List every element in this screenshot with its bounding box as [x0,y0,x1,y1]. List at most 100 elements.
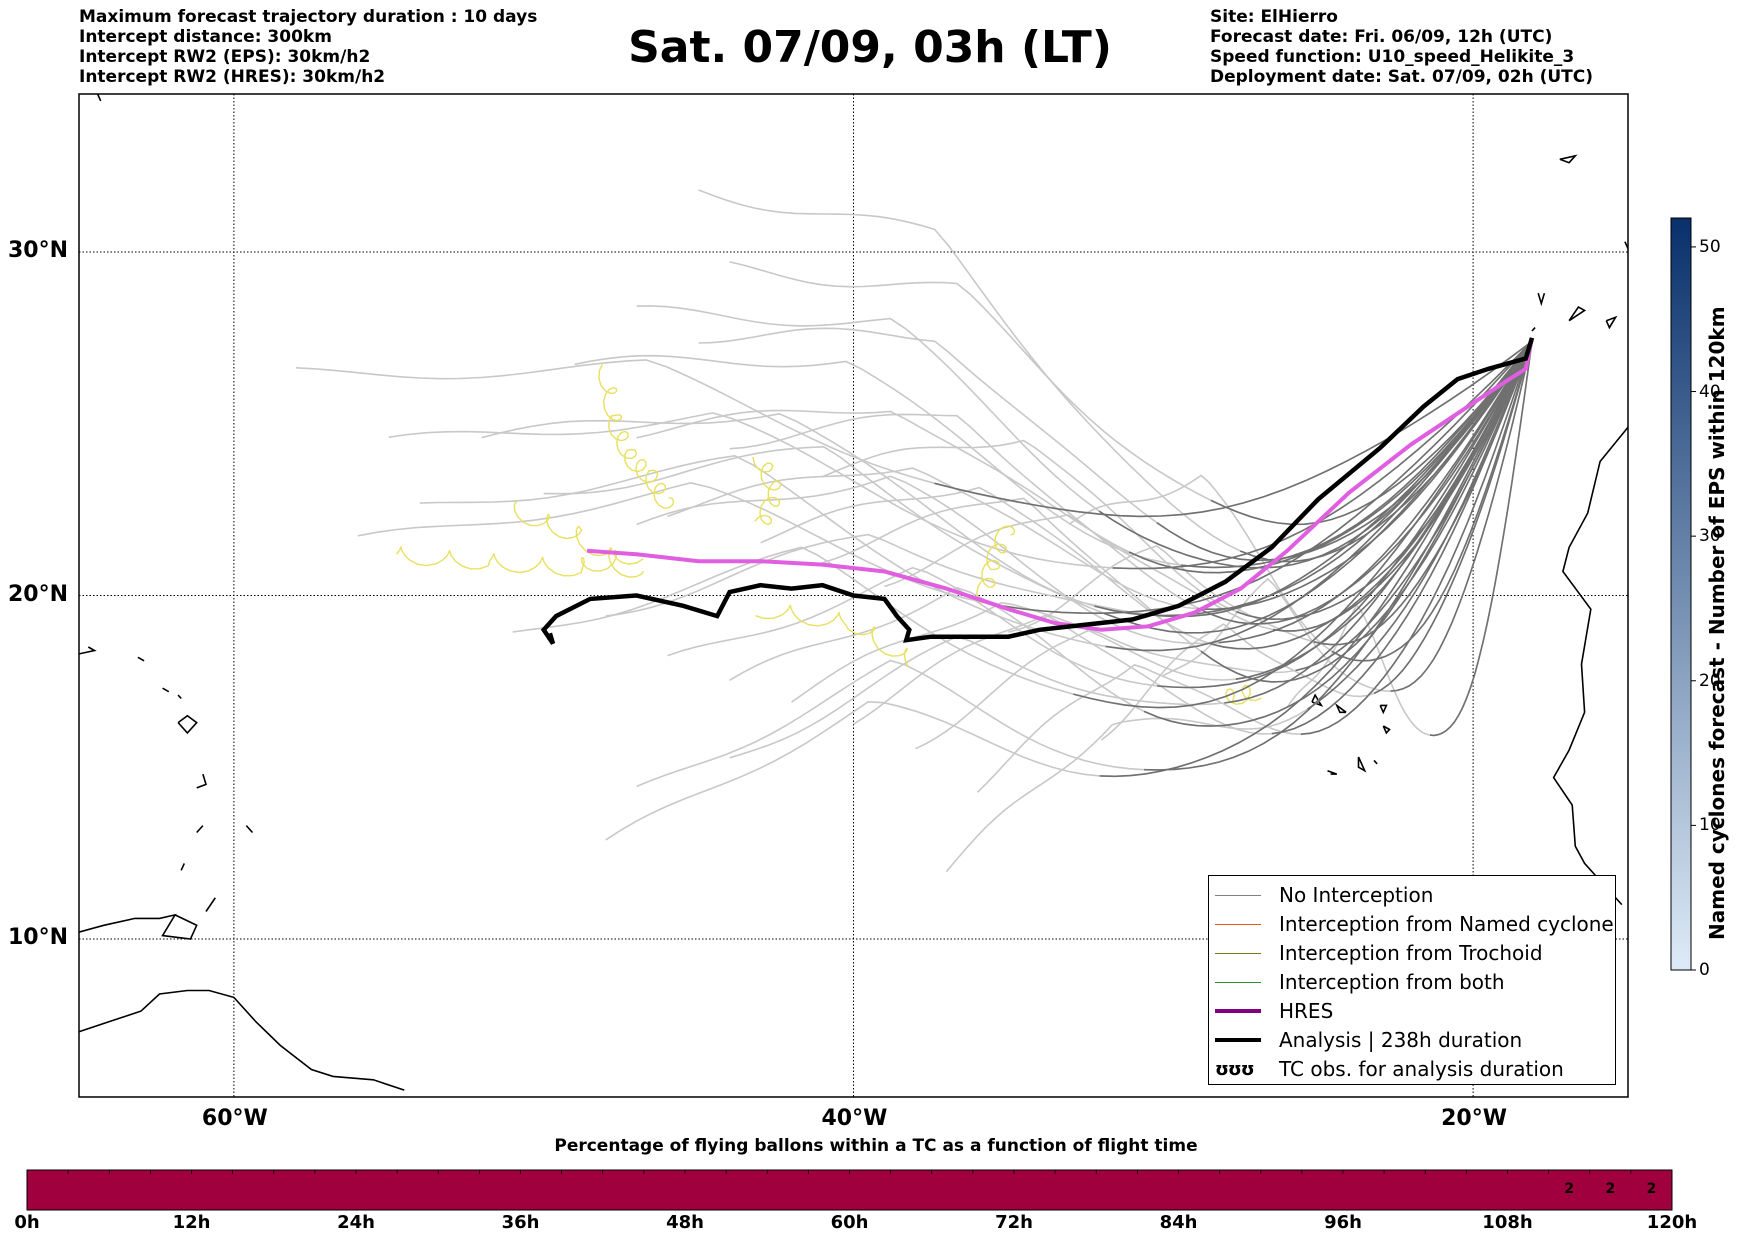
flight-time-label: 0h [14,1212,40,1233]
flight-time-label: 72h [995,1212,1033,1233]
eps-track-dark [1103,340,1533,634]
eps-track-dark [1156,340,1533,562]
legend-swatch [1215,894,1261,896]
eps-track-light [574,340,1533,569]
coastline [79,646,97,655]
analysis-track [540,337,1535,645]
coastline [96,94,102,102]
legend-swatch [1215,1038,1261,1042]
eps-track-dark [1143,340,1533,771]
legend-item-no-interception: No Interception [1215,881,1433,909]
eps-track-light [884,340,1533,632]
coastline [180,863,186,871]
hres-track [586,337,1534,632]
flight-time-cell-value: 2 [1605,1181,1616,1197]
coastline [137,656,145,662]
coastline [1568,305,1587,322]
eps-track-dark [1099,340,1533,778]
legend-item-both: Interception from both [1215,968,1505,996]
coastline [1537,292,1546,307]
legend-swatch [1215,1009,1261,1013]
flight-time-label: 120h [1646,1212,1698,1233]
legend-item-named-cyclone: Interception from Named cyclone [1215,910,1614,938]
legend-item-hres: HRES [1215,997,1333,1025]
coastline [177,714,198,735]
eps-track-dark [1272,340,1533,632]
colorbar-tick-label: 40 [1699,381,1721,402]
legend-label: Analysis | 238h duration [1279,1028,1523,1052]
trochoid-track [395,545,644,577]
eps-track-dark [1307,341,1533,710]
longitude-label: 40°W [821,1106,888,1131]
legend-swatch [1215,981,1261,983]
coastline [196,825,204,834]
flight-time-bar-title: Percentage of flying ballons within a TC… [554,1136,1198,1156]
eps-track-light [357,340,1533,615]
eps-track-dark [1429,341,1533,737]
eps-track-dark [1373,341,1533,695]
eps-track-light [295,340,1533,518]
trochoid-tracks [395,364,1262,705]
forecast-date-text: Forecast date: Fri. 06/09, 12h (UTC) [1210,27,1553,47]
flight-time-bar [26,1169,1673,1211]
trochoid-track [976,525,1016,605]
legend-label: TC obs. for analysis duration [1279,1057,1564,1081]
eps-track-light [822,340,1533,621]
map-frame [78,93,1629,1098]
coastline [1327,769,1338,775]
eps-tracks-dark [934,340,1533,778]
coastline [1605,315,1618,330]
hres-line [586,337,1534,632]
colorbar-tick-label: 20 [1699,670,1721,691]
eps-track-dark [1128,340,1533,574]
coastline [79,913,198,940]
analysis-line [540,337,1535,645]
latitude-label: 30°N [8,238,69,263]
longitude-label: 20°W [1441,1106,1507,1131]
coastline [1552,426,1628,906]
trochoid-track [752,456,782,526]
eps-track-dark [1200,340,1533,683]
trochoid-track [513,501,645,578]
coastline [205,897,216,912]
coastline [1559,154,1578,164]
trochoid-track [598,364,675,509]
legend: No Interception Interception from Named … [1208,875,1616,1085]
eps-track-light [419,340,1533,652]
colorbar-ticks [1691,246,1696,971]
eps-track-dark [1236,340,1533,621]
legend-label: HRES [1279,999,1334,1023]
eps-track-dark [1003,340,1533,615]
coastline [79,989,405,1091]
eps-track-light [729,261,1533,526]
intercept-eps-text: Intercept RW2 (EPS): 30km/h2 [79,47,371,67]
flight-time-cell-value: 2 [1564,1181,1575,1197]
coastline [245,825,254,834]
eps-track-dark [1180,340,1533,569]
legend-label: Interception from both [1279,970,1505,994]
flight-time-label: 60h [830,1212,869,1233]
eps-track-dark [1313,341,1533,646]
coastline [1644,300,1663,317]
colorbar [1670,217,1692,971]
max-duration-text: Maximum forecast trajectory duration : 1… [79,7,538,27]
intercept-hres-text: Intercept RW2 (HRES): 30km/h2 [79,67,386,87]
coastline [196,773,207,789]
eps-track-dark [1145,340,1533,618]
flight-time-label: 36h [501,1212,540,1233]
colorbar-tick-label: 50 [1699,236,1721,257]
flight-time-label: 24h [337,1212,375,1233]
latitude-label: 10°N [8,924,69,950]
trochoid-track [755,604,909,667]
colorbar-tick-label: 10 [1699,815,1721,836]
legend-label: Interception from Named cyclone [1279,912,1614,936]
flight-time-label: 84h [1159,1212,1198,1233]
flight-time-bar-fill [26,1169,1673,1211]
map-content [79,94,1663,1097]
speed-function-text: Speed function: U10_speed_Helikite_3 [1210,47,1575,67]
eps-track-dark [1157,340,1533,689]
intercept-distance-text: Intercept distance: 300km [79,27,332,47]
longitude-label: 60°W [201,1106,268,1131]
flight-time-label: 108h [1482,1212,1533,1233]
legend-item-trochoid: Interception from Trochoid [1215,939,1543,967]
